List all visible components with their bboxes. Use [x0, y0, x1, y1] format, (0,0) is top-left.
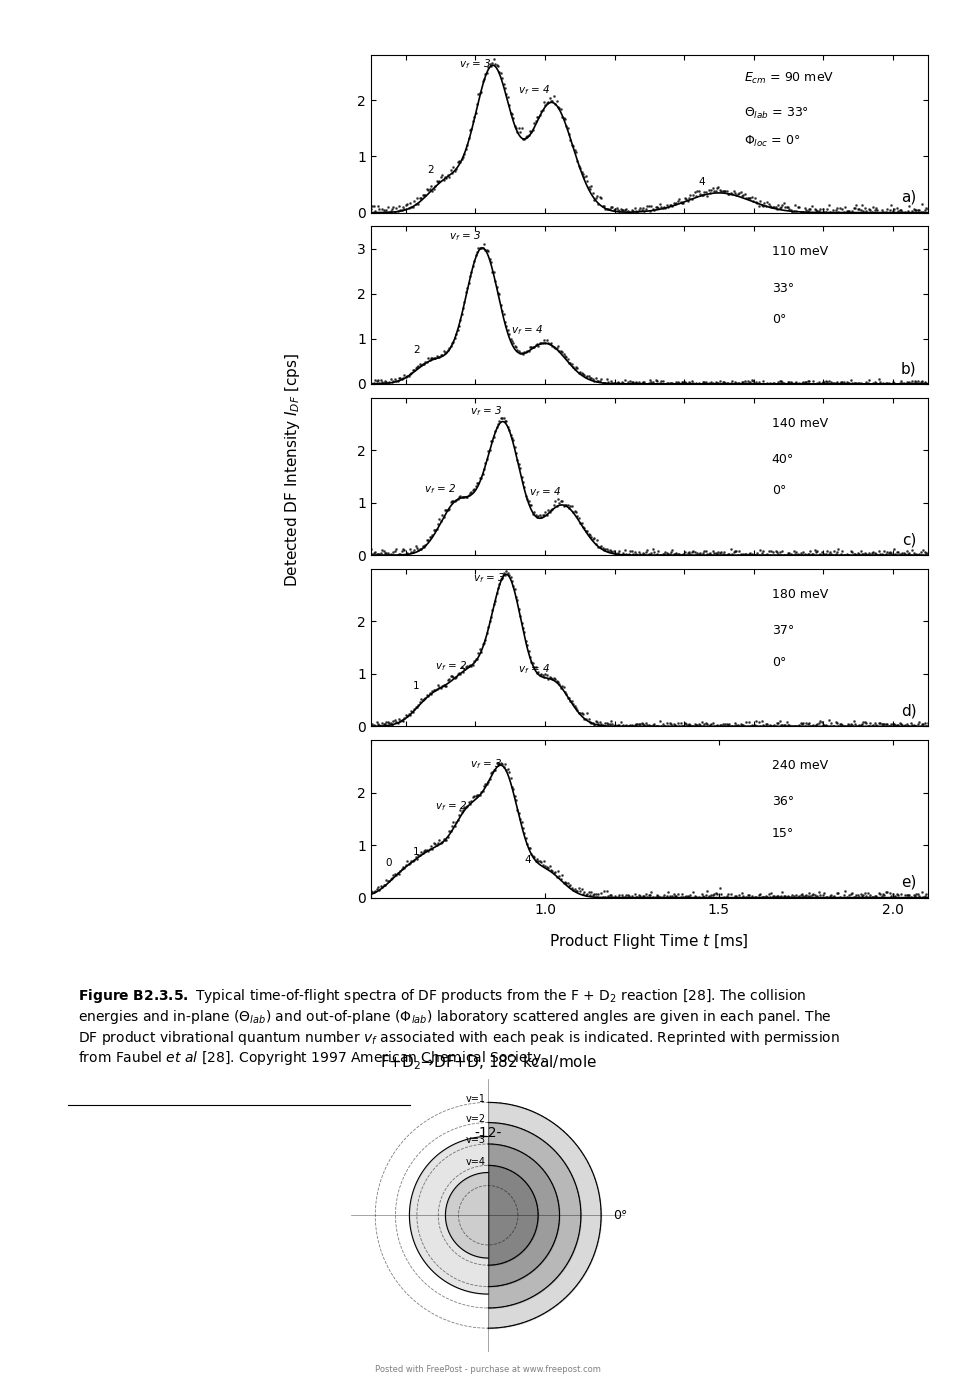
Text: $v_f$ = 2: $v_f$ = 2	[434, 659, 467, 673]
Text: $v_f$ = 2: $v_f$ = 2	[425, 482, 457, 496]
Text: Product Flight Time $t$ [ms]: Product Flight Time $t$ [ms]	[549, 932, 749, 952]
Text: $\mathbf{Figure\ B2.3.5.}$ Typical time-of-flight spectra of DF products from th: $\mathbf{Figure\ B2.3.5.}$ Typical time-…	[78, 987, 839, 1068]
Text: Detected DF Intensity $I_{DF}$ [cps]: Detected DF Intensity $I_{DF}$ [cps]	[283, 352, 303, 587]
Text: F+D$_2$→DF+D, 182 kcal/mole: F+D$_2$→DF+D, 182 kcal/mole	[380, 1052, 596, 1072]
Text: 36°: 36°	[771, 795, 793, 808]
Text: 0°: 0°	[771, 313, 786, 326]
Text: $\Theta_{lab}$ = 33°: $\Theta_{lab}$ = 33°	[744, 105, 809, 120]
Text: v=2: v=2	[466, 1113, 486, 1124]
Text: d): d)	[901, 703, 916, 718]
Text: 15°: 15°	[771, 827, 793, 840]
Text: v=1: v=1	[466, 1094, 486, 1103]
Text: $v_f$ = 4: $v_f$ = 4	[511, 323, 544, 337]
Text: $v_f$ = 4: $v_f$ = 4	[529, 485, 561, 499]
Text: 140 meV: 140 meV	[771, 417, 828, 429]
Text: 0°: 0°	[771, 656, 786, 668]
Text: 0°: 0°	[771, 485, 786, 497]
Text: $v_f$ = 3: $v_f$ = 3	[459, 57, 491, 70]
Text: -12-: -12-	[474, 1126, 502, 1139]
Text: $v_f$ = 4: $v_f$ = 4	[518, 83, 550, 97]
Text: $v_f$ = 4: $v_f$ = 4	[518, 661, 550, 675]
Text: c): c)	[902, 532, 916, 547]
Text: $v_f$ = 3: $v_f$ = 3	[469, 403, 502, 417]
Text: $v_f$ = 3: $v_f$ = 3	[469, 757, 502, 771]
Text: e): e)	[901, 874, 916, 889]
Text: 180 meV: 180 meV	[771, 588, 828, 601]
Text: 2: 2	[413, 345, 420, 355]
Text: $v_f$ = 2: $v_f$ = 2	[434, 798, 467, 812]
Text: 0: 0	[385, 858, 391, 867]
Text: $E_{cm}$ = 90 meV: $E_{cm}$ = 90 meV	[744, 70, 834, 86]
Text: 0°: 0°	[613, 1208, 628, 1222]
Text: b): b)	[901, 360, 916, 376]
Text: 1: 1	[413, 681, 420, 692]
Text: 2: 2	[427, 166, 433, 175]
Text: $v_f$ = 3: $v_f$ = 3	[473, 570, 506, 584]
Text: v=3: v=3	[466, 1135, 486, 1145]
Text: 37°: 37°	[771, 624, 793, 637]
Text: $v_f$ = 3: $v_f$ = 3	[449, 229, 481, 243]
Text: 4: 4	[524, 855, 531, 865]
Text: 33°: 33°	[771, 282, 793, 294]
Text: v=4: v=4	[466, 1156, 486, 1167]
Text: 110 meV: 110 meV	[771, 246, 828, 258]
Text: 40°: 40°	[771, 453, 793, 465]
Text: Posted with FreePost - purchase at www.freepost.com: Posted with FreePost - purchase at www.f…	[375, 1364, 601, 1374]
Text: 240 meV: 240 meV	[771, 760, 828, 772]
Text: 4: 4	[698, 177, 705, 186]
Text: a): a)	[901, 189, 916, 204]
Text: $\Phi_{loc}$ = 0°: $\Phi_{loc}$ = 0°	[744, 134, 800, 149]
Text: 1: 1	[413, 847, 420, 858]
